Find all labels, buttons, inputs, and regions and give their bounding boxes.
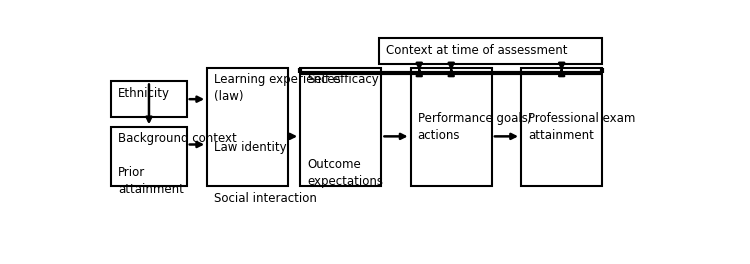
Text: Performance goals/
actions: Performance goals/ actions — [418, 112, 532, 142]
Text: Context at time of assessment: Context at time of assessment — [386, 45, 567, 58]
Bar — [111, 127, 187, 186]
Bar — [410, 68, 492, 186]
Bar — [300, 68, 382, 186]
Text: Background context

Prior
attainment: Background context Prior attainment — [118, 132, 237, 196]
Text: Professional exam
attainment: Professional exam attainment — [528, 112, 635, 142]
Bar — [207, 68, 289, 186]
Bar — [379, 38, 602, 64]
Text: Ethnicity: Ethnicity — [118, 87, 170, 100]
Text: Learning experiences
(law)


Law identity


Social interaction: Learning experiences (law) Law identity … — [214, 73, 340, 205]
Bar — [111, 82, 187, 117]
Bar — [521, 68, 602, 186]
Text: Self-efficacy




Outcome
expectations: Self-efficacy Outcome expectations — [307, 73, 383, 188]
